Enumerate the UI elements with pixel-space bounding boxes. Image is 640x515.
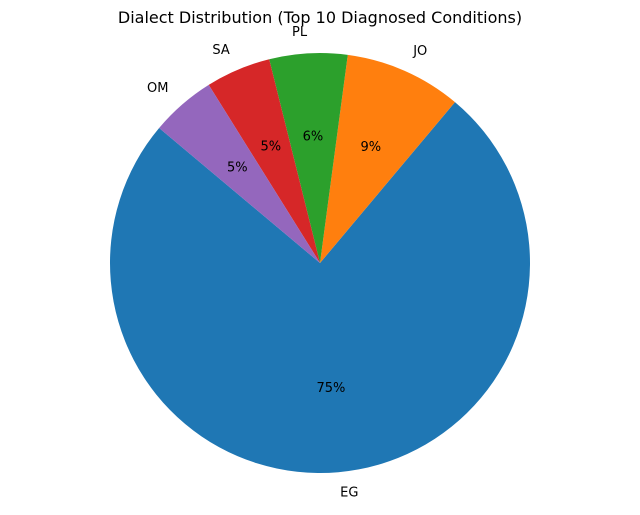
slice-label-sa: SA (212, 43, 229, 58)
pie-slice-sa (208, 59, 320, 263)
pct-label-eg: 75% (317, 381, 346, 396)
pie-slice-jo (320, 54, 455, 263)
slice-label-eg: EG (340, 486, 358, 501)
chart-title: Dialect Distribution (Top 10 Diagnosed C… (118, 8, 522, 27)
pct-label-jo: 9% (361, 140, 382, 155)
pct-label-om: 5% (227, 160, 248, 175)
pie-slices (110, 53, 531, 473)
pie-slice-pl (269, 53, 348, 263)
pie-slice-om (159, 84, 320, 263)
pie-slice-eg (110, 102, 531, 473)
slice-label-jo: JO (412, 44, 427, 59)
pie-labels: 75% EG 9% JO 6% PL 5% SA 5% OM (147, 25, 427, 501)
slice-label-om: OM (147, 81, 168, 96)
slice-label-pl: PL (292, 25, 308, 40)
pct-label-sa: 5% (260, 140, 281, 155)
pct-label-pl: 6% (303, 130, 324, 145)
